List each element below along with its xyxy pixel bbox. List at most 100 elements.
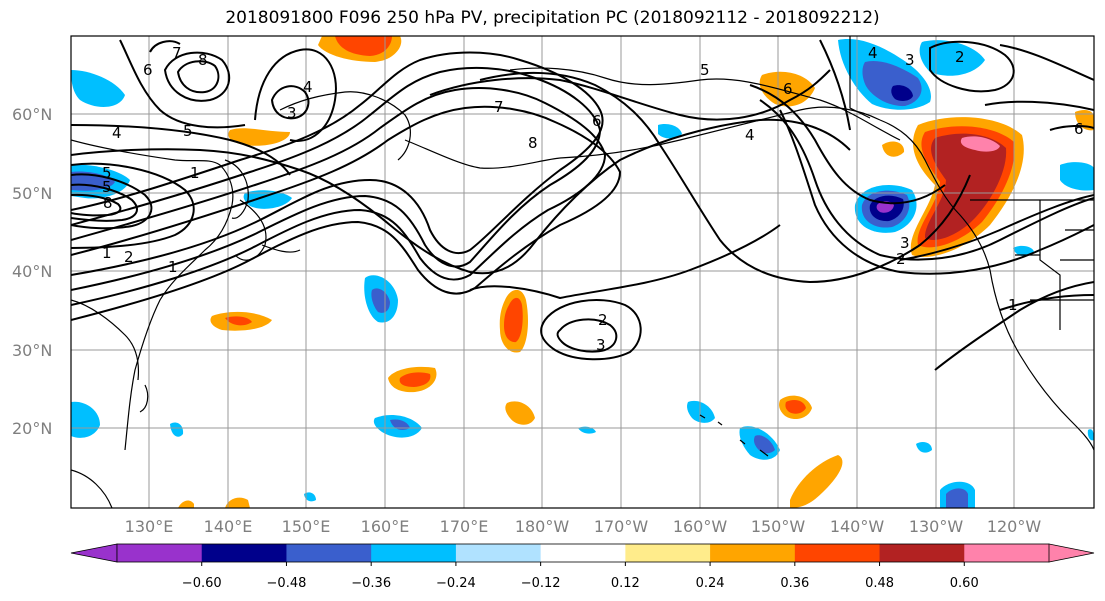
- colorbar-segment: [794, 544, 881, 562]
- precip-negative-region: [243, 190, 292, 209]
- precip-positive-region: [882, 141, 905, 157]
- precip-positive-region: [335, 36, 392, 56]
- lon-label: 170°W: [594, 517, 649, 536]
- contour-label: 3: [905, 51, 915, 69]
- precip-negative-region: [1013, 245, 1034, 257]
- contour-label: 7: [172, 44, 182, 62]
- contour-label: 4: [868, 44, 878, 62]
- contour-label: 4: [303, 78, 313, 96]
- colorbar-extend-max: [1048, 543, 1095, 563]
- map-title: 2018091800 F096 250 hPa PV, precipitatio…: [225, 8, 880, 28]
- contour-label: 8: [103, 194, 113, 212]
- lon-label: 160°W: [673, 517, 728, 536]
- contour-label: 6: [1074, 120, 1084, 138]
- colorbar-tick-label: 0.48: [865, 576, 894, 591]
- contour-label: 1: [168, 258, 178, 276]
- precip-negative-region: [916, 442, 932, 453]
- precip-negative-region: [304, 492, 316, 502]
- lon-label: 120°W: [987, 517, 1042, 536]
- lat-label: 40°N: [12, 262, 52, 281]
- colorbar-segment: [625, 544, 711, 562]
- precip-positive-region: [785, 400, 806, 414]
- contour-label: 4: [112, 124, 122, 142]
- plot-frame: [70, 35, 1095, 509]
- lat-label: 30°N: [12, 341, 52, 360]
- colorbar-segment: [455, 544, 542, 562]
- lon-label: 160°E: [361, 517, 410, 536]
- contour-label: 3: [287, 104, 297, 122]
- contour-label: 7: [494, 98, 504, 116]
- contour-label: 2: [124, 248, 134, 266]
- lon-label: 150°E: [282, 517, 331, 536]
- lon-label: 130°E: [125, 517, 174, 536]
- colorbar-segment: [879, 544, 965, 562]
- precip-negative-region: [170, 422, 184, 437]
- contour-label: 8: [198, 51, 208, 69]
- colorbar-extend-min: [70, 543, 118, 563]
- precip-positive-region: [790, 455, 843, 508]
- colorbar-tick-label: −0.60: [182, 576, 222, 591]
- colorbar-segment: [286, 544, 372, 562]
- precip-negative-region: [891, 85, 913, 101]
- contour-label: 6: [592, 112, 602, 130]
- precip-positive-region: [504, 297, 523, 343]
- colorbar-frame: [116, 543, 1050, 563]
- precip-positive-region: [960, 136, 1000, 152]
- lon-label: 140°W: [830, 517, 885, 536]
- precip-negative-region: [753, 435, 775, 454]
- colorbar-tick-label: −0.36: [351, 576, 391, 591]
- contour-label: 8: [528, 134, 538, 152]
- lon-label: 180°W: [515, 517, 570, 536]
- colorbar-tick-labels: −0.60 −0.48 −0.36 −0.24 −0.12 0.12 0.24 0.36 0.4…: [182, 562, 979, 591]
- colorbar-tick-label: −0.48: [267, 576, 307, 591]
- pv-contours: [71, 39, 1094, 371]
- colorbar-tick-label: −0.12: [521, 576, 561, 591]
- contour-label: 2: [955, 48, 965, 66]
- contour-label: 6: [143, 61, 153, 79]
- colorbar-segment: [710, 544, 796, 562]
- colorbar-segment: [540, 544, 626, 562]
- longitude-labels: 130°E 140°E 150°E 160°E 170°E 180°W 170°…: [125, 517, 1042, 536]
- lat-label: 50°N: [12, 184, 52, 203]
- contour-labels: 8 7 6 4 5 1 5 4 3 5 8 1 2 1 7 8 6 5 6 4 …: [102, 44, 1084, 354]
- precip-positive-region: [759, 71, 815, 107]
- contour-label: 1: [190, 164, 200, 182]
- precip-negative-region: [1060, 162, 1094, 191]
- lat-label: 60°N: [12, 105, 52, 124]
- precip-positive-region: [225, 316, 252, 326]
- precip-positive-region: [178, 500, 194, 508]
- precip-negative-region: [1087, 429, 1094, 441]
- lon-label: 130°W: [909, 517, 964, 536]
- colorbar-tick-label: 0.36: [780, 576, 809, 591]
- precip-negative-region: [71, 401, 100, 438]
- colorbar-tick-label: 0.12: [611, 576, 640, 591]
- colorbar-tick-label: 0.60: [950, 576, 979, 591]
- colorbar-tick-label: 0.24: [696, 576, 725, 591]
- contour-label: 1: [1008, 296, 1018, 314]
- lon-label: 150°W: [751, 517, 806, 536]
- colorbar: [70, 543, 1095, 563]
- contour-label: 3: [900, 234, 910, 252]
- lat-label: 20°N: [12, 419, 52, 438]
- colorbar-tick-label: −0.24: [436, 576, 476, 591]
- precip-positive-region: [399, 372, 431, 387]
- precip-positive-region: [505, 401, 535, 425]
- contour-label: 4: [745, 126, 755, 144]
- graticule: [71, 36, 1094, 508]
- contour-label: 3: [596, 336, 606, 354]
- contour-label: 5: [700, 61, 710, 79]
- precip-negative-region: [390, 419, 410, 430]
- precip-negative-region: [71, 70, 125, 107]
- colorbar-segment: [117, 544, 203, 562]
- precip-negative-region: [946, 488, 968, 508]
- precip-positive-region: [225, 497, 250, 508]
- precip-negative-region: [876, 201, 894, 213]
- contour-label: 5: [183, 122, 193, 140]
- colorbar-segment: [371, 544, 457, 562]
- colorbar-segment: [964, 544, 1050, 562]
- precip-shading: [71, 36, 1094, 508]
- precip-positive-region: [228, 128, 290, 146]
- lon-label: 140°E: [204, 517, 253, 536]
- contour-label: 2: [598, 311, 608, 329]
- precip-negative-region: [687, 400, 715, 423]
